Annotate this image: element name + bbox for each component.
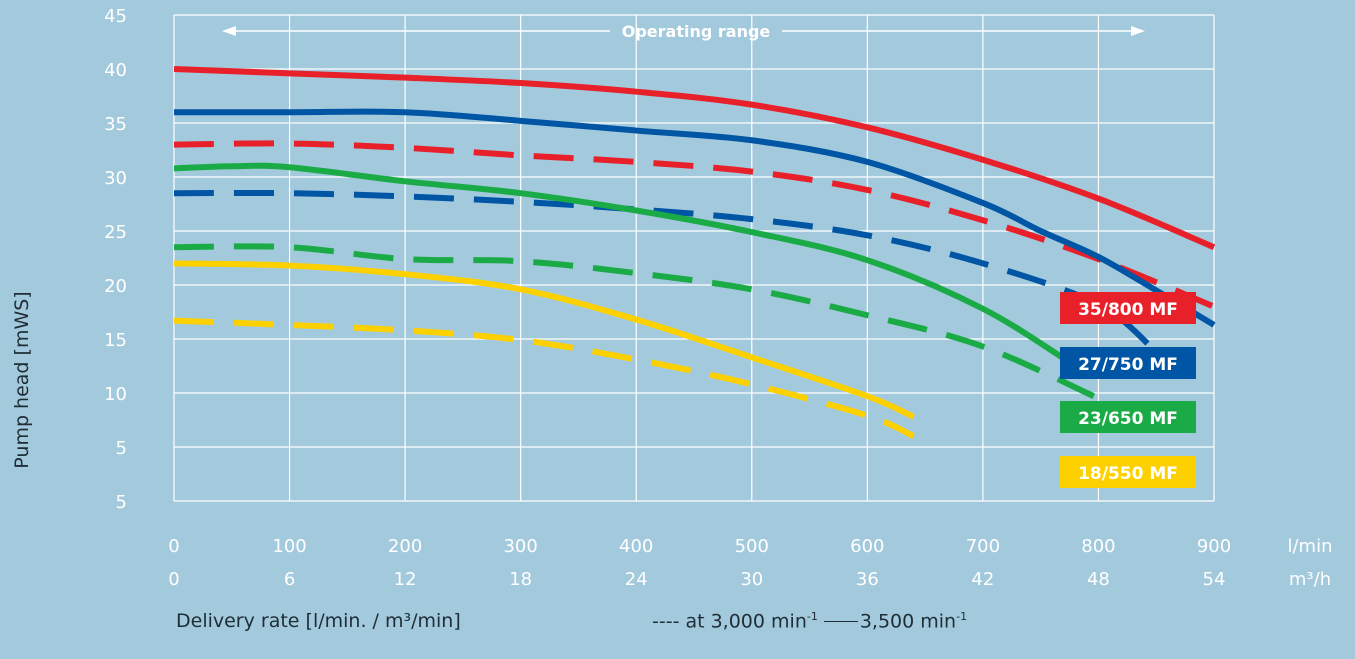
x-tick-label-lmin: 400 <box>619 536 653 557</box>
curve-18-550-mf-solid <box>174 260 915 420</box>
x-tick-label-lmin: 200 <box>388 536 422 557</box>
x-tick-label-m3h: 24 <box>625 569 648 590</box>
y-tick-label: 40 <box>104 60 127 81</box>
model-label-text: 27/750 MF <box>1078 355 1178 375</box>
speed-legend-solid-sup: -1 <box>956 610 968 623</box>
x-tick-label-lmin: 500 <box>735 536 769 557</box>
x-tick-label-lmin: 0 <box>168 536 179 557</box>
speed-legend-dashed-sup: -1 <box>806 610 818 623</box>
model-label-box <box>1060 292 1196 324</box>
speed-legend-solid-label: 3,500 min <box>859 610 957 633</box>
x-tick-label-m3h: 36 <box>856 569 879 590</box>
y-tick-label: 35 <box>104 114 127 135</box>
x-tick-label-m3h: 6 <box>284 569 295 590</box>
model-label-box <box>1060 401 1196 433</box>
model-label-text: 18/550 MF <box>1078 464 1178 484</box>
x-tick-label-m3h: 0 <box>168 569 179 590</box>
y-tick-label: 25 <box>104 222 127 243</box>
curve-27-750-mf-solid <box>174 108 1216 328</box>
x-unit-primary: l/min <box>1287 536 1332 557</box>
x-tick-label-m3h: 42 <box>971 569 994 590</box>
speed-legend: ---- at 3,000 min-1 3,500 min-1 <box>652 610 967 632</box>
model-label-text: 35/800 MF <box>1078 300 1178 320</box>
operating-range-label: Operating range <box>622 22 771 41</box>
curve-35-800-mf-dashed <box>174 140 1216 310</box>
model-label-text: 23/650 MF <box>1078 409 1178 429</box>
curve-27-750-mf-dashed <box>174 189 1159 355</box>
x-tick-label-lmin: 600 <box>850 536 884 557</box>
curve-18-550-mf-dashed <box>174 317 915 439</box>
speed-legend-solid-sample <box>823 621 858 623</box>
y-tick-label: 15 <box>104 330 127 351</box>
x-tick-label-lmin: 800 <box>1081 536 1115 557</box>
y-tick-label: 20 <box>104 276 127 297</box>
x-tick-label-lmin: 300 <box>503 536 537 557</box>
x-tick-label-m3h: 18 <box>509 569 532 590</box>
speed-legend-dashed-label: ---- at 3,000 min <box>652 610 807 633</box>
curve-23-650-mf-solid <box>174 162 1077 369</box>
y-tick-label: 30 <box>104 168 127 189</box>
y-tick-label: 45 <box>104 6 127 27</box>
x-tick-label-lmin: 100 <box>272 536 306 557</box>
x-tick-label-m3h: 12 <box>394 569 417 590</box>
x-tick-label-m3h: 48 <box>1087 569 1110 590</box>
x-tick-label-lmin: 700 <box>966 536 1000 557</box>
x-axis-label: Delivery rate [l/min. / m³/min] <box>176 610 461 632</box>
x-tick-label-lmin: 900 <box>1197 536 1231 557</box>
y-tick-label: 5 <box>116 438 127 459</box>
y-tick-label: 10 <box>104 384 127 405</box>
curve-23-650-mf-dashed <box>174 243 1100 402</box>
y-tick-label: 5 <box>116 492 127 513</box>
model-label-box <box>1060 347 1196 379</box>
operating-range-arrow-right <box>1131 26 1145 36</box>
x-tick-label-m3h: 54 <box>1203 569 1226 590</box>
model-label-box <box>1060 456 1196 488</box>
y-axis-label: Pump head [mWS] <box>11 291 33 469</box>
curve-35-800-mf-solid <box>174 66 1216 250</box>
operating-range-arrow-left <box>222 26 236 36</box>
x-unit-secondary: m³/h <box>1289 569 1331 590</box>
x-tick-label-m3h: 30 <box>740 569 763 590</box>
